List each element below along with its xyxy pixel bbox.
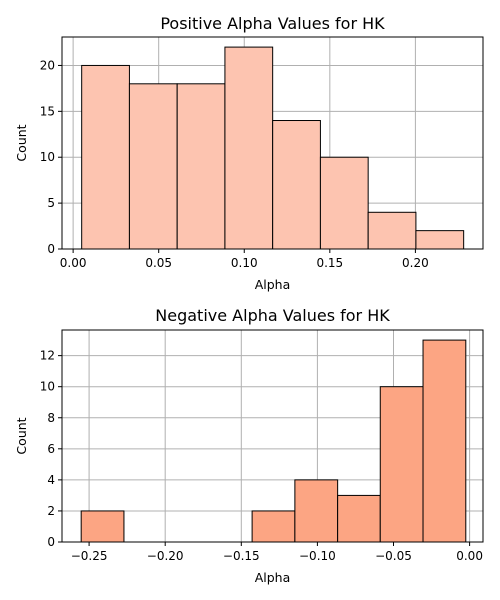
x-tick-label: 0.15	[316, 256, 343, 270]
histogram-bar	[379, 386, 424, 543]
y-tick-label: 20	[40, 58, 55, 72]
histogram-bar	[128, 83, 178, 250]
histogram-bar	[251, 510, 296, 543]
histogram-bar	[294, 479, 339, 543]
y-tick-label: 4	[47, 473, 55, 487]
x-axis-label: Alpha	[255, 277, 291, 292]
histogram-bar	[367, 211, 417, 250]
histogram-bar	[224, 46, 274, 250]
negative-alpha-chart: Negative Alpha Values for HK −0.25 −0.20−…	[14, 306, 484, 585]
y-tick-label: 15	[40, 104, 55, 118]
x-tick-label: 0.10	[231, 256, 258, 270]
histogram-bar	[81, 64, 130, 250]
y-tick-label: 2	[47, 504, 55, 518]
x-tick-label: −0.10	[299, 549, 336, 563]
histogram-bar	[80, 510, 125, 543]
plot-frame	[61, 329, 484, 543]
y-tick-label: 0	[47, 242, 55, 256]
ticks: 0.00 0.05 0.10 0.15 0.20 0 5 10 15 20	[40, 58, 429, 270]
x-tick-label: 0.05	[145, 256, 172, 270]
bars	[81, 46, 465, 250]
x-tick-label: −0.25	[71, 549, 108, 563]
y-tick-label: 5	[47, 196, 55, 210]
x-tick-label: −0.15	[223, 549, 260, 563]
x-tick-label: 0.00	[456, 549, 483, 563]
x-axis-label: Alpha	[255, 570, 291, 585]
histogram-bar	[272, 120, 321, 250]
histogram-bar	[176, 83, 226, 250]
bars	[80, 339, 467, 543]
x-tick-label: 0.20	[402, 256, 429, 270]
plot-frame	[61, 36, 484, 250]
positive-alpha-chart: Positive Alpha Values for HK 0.00 0.05 0.1…	[14, 14, 484, 292]
histogram-bar	[422, 339, 467, 543]
histogram-bar	[319, 156, 369, 250]
x-tick-label: −0.20	[147, 549, 184, 563]
y-axis-label: Count	[14, 417, 29, 454]
y-tick-label: 0	[47, 535, 55, 549]
histogram-bar	[337, 494, 381, 543]
y-tick-label: 6	[47, 442, 55, 456]
chart-title: Negative Alpha Values for HK	[155, 306, 390, 325]
x-tick-label: 0.00	[60, 256, 87, 270]
y-axis-label: Count	[14, 124, 29, 161]
y-tick-label: 10	[40, 150, 55, 164]
y-tick-label: 10	[40, 380, 55, 394]
y-tick-label: 8	[47, 411, 55, 425]
ticks: −0.25 −0.20 −0.15 −0.10 −0.05 0.00 0 2 4 6 8 10 12	[40, 349, 483, 563]
histogram-bar	[415, 230, 465, 250]
x-tick-label: −0.05	[375, 549, 412, 563]
y-tick-label: 12	[40, 349, 55, 363]
chart-title: Positive Alpha Values for HK	[160, 14, 385, 33]
